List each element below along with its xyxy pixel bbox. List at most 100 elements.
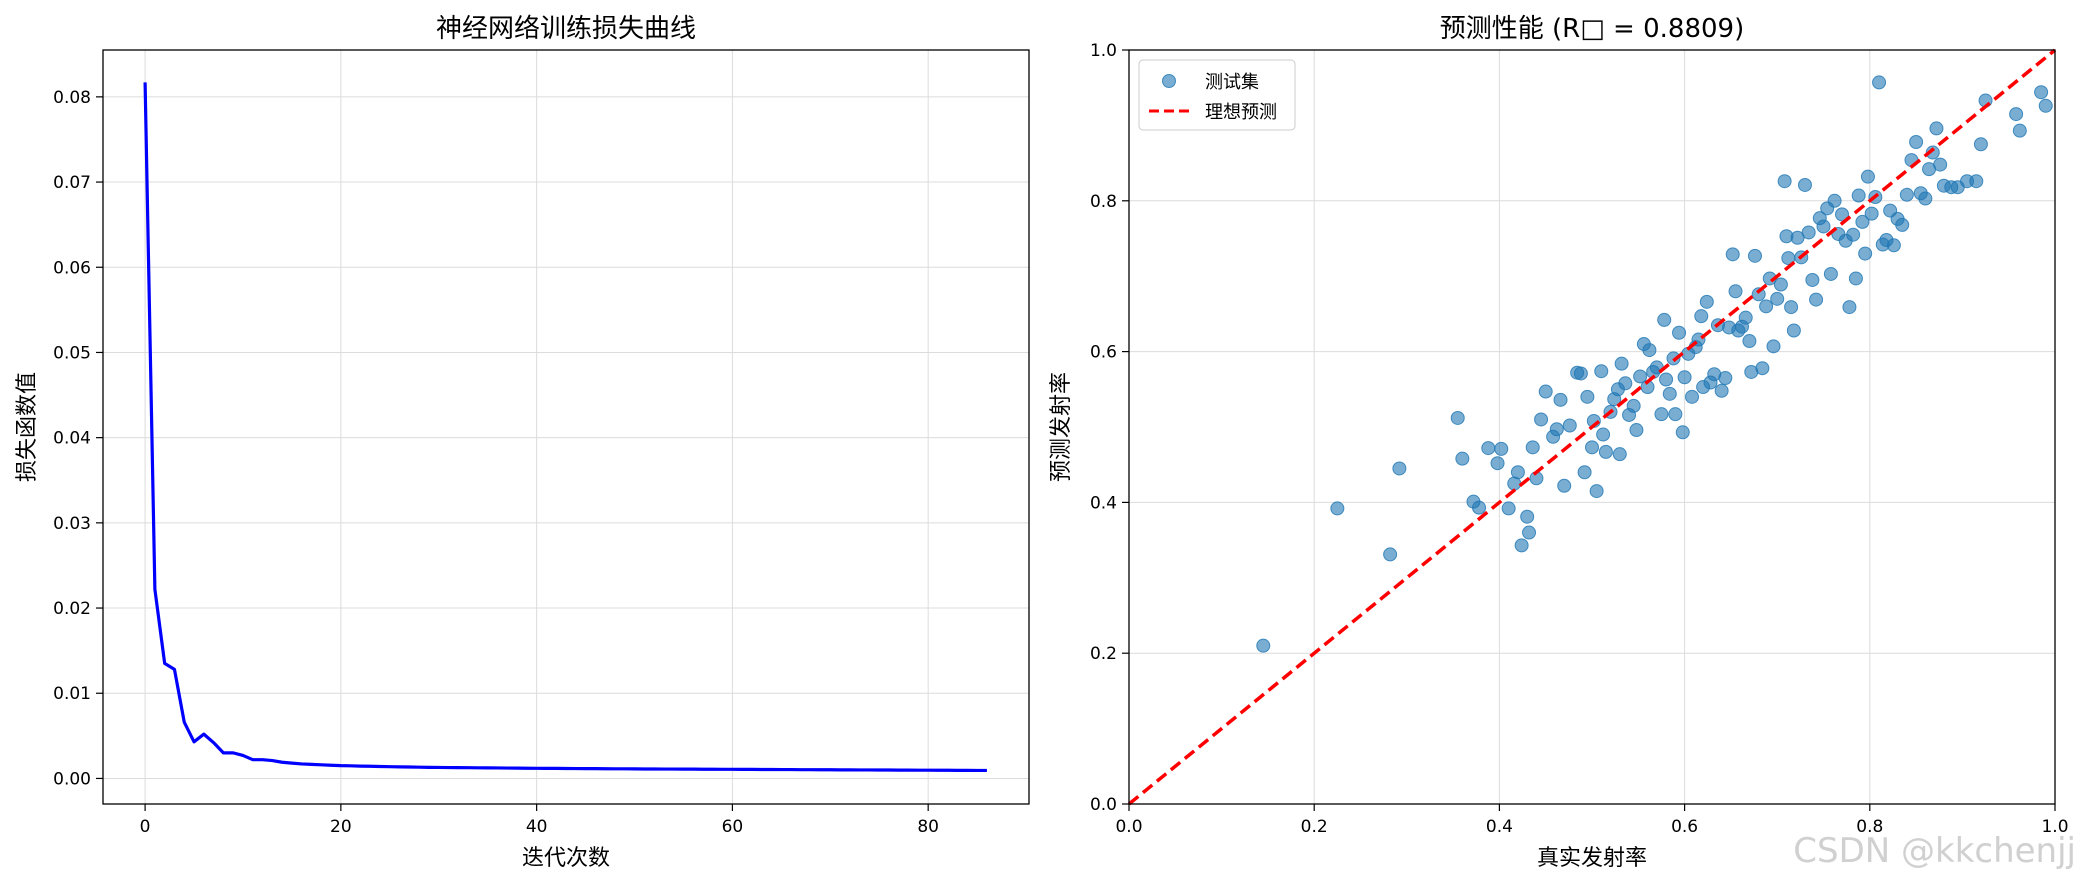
scatter-chart-title: 预测性能 (R□ = 0.8809): [1440, 14, 1744, 44]
scatter-point: [1520, 509, 1535, 524]
scatter-point: [1747, 248, 1762, 263]
scatter-point: [1766, 339, 1781, 354]
scatter-point: [1654, 407, 1669, 422]
scatter-point: [1598, 444, 1613, 459]
y-tick-label: 0.08: [53, 88, 91, 108]
scatter-chart-legend: 测试集 理想预测: [1138, 59, 1296, 131]
scatter-point: [1895, 217, 1910, 232]
scatter-point: [1626, 398, 1641, 413]
scatter-point: [1742, 334, 1757, 349]
scatter-point: [1685, 389, 1700, 404]
x-tick-label: 60: [722, 817, 744, 837]
legend-label-ideal: 理想预测: [1205, 102, 1277, 123]
scatter-point: [1668, 407, 1683, 422]
scatter-point: [1773, 277, 1788, 292]
scatter-point: [1659, 372, 1674, 387]
y-tick-label: 0.4: [1090, 493, 1117, 513]
scatter-point: [1909, 134, 1924, 149]
scatter-point: [1848, 271, 1863, 286]
loss-chart-ticks: 0 20 40 60 80 0.00 0.01 0.02 0.03 0.04 0.05 0.06 0.0…: [53, 88, 939, 837]
scatter-point: [1490, 456, 1505, 471]
scatter-point: [1472, 500, 1487, 515]
scatter-point: [1864, 206, 1879, 221]
scatter-point: [1677, 370, 1692, 385]
scatter-point: [1534, 412, 1549, 427]
scatter-point: [1618, 376, 1633, 391]
x-tick-label: 1.0: [2041, 817, 2068, 837]
scatter-point: [1510, 465, 1525, 480]
scatter-point: [1751, 287, 1766, 302]
scatter-point: [1925, 145, 1940, 160]
scatter-point: [1514, 538, 1529, 553]
prediction-scatter-chart: 0.0 0.2 0.4 0.6 0.8 1.0 0.0 0.2 0.4 0.6 0.8 1.0 预测性…: [1049, 14, 2069, 871]
scatter-chart-ylabel: 预测发射率: [1049, 372, 1074, 482]
scatter-point: [1860, 169, 1875, 184]
scatter-point: [2009, 107, 2024, 122]
scatter-point: [2038, 98, 2053, 113]
scatter-point: [1738, 310, 1753, 325]
y-tick-label: 0.8: [1090, 192, 1117, 212]
scatter-point: [1642, 343, 1657, 358]
scatter-point: [1573, 366, 1588, 381]
scatter-point: [1899, 187, 1914, 202]
scatter-point: [1392, 461, 1407, 476]
scatter-point: [1809, 292, 1824, 307]
scatter-point: [1929, 121, 1944, 136]
scatter-point: [1755, 361, 1770, 376]
x-tick-label: 0.8: [1856, 817, 1883, 837]
scatter-point: [1797, 177, 1812, 192]
scatter-point: [1801, 225, 1816, 240]
scatter-point: [1886, 238, 1901, 253]
scatter-point: [1823, 266, 1838, 281]
loss-curve-chart: 0 20 40 60 80 0.00 0.01 0.02 0.03 0.04 0.05 0.06 0.0…: [15, 14, 1030, 871]
y-tick-label: 0.2: [1090, 644, 1117, 664]
scatter-point: [1494, 441, 1509, 456]
scatter-point: [1918, 191, 1933, 206]
scatter-point: [1842, 300, 1857, 315]
scatter-point: [1585, 440, 1599, 455]
scatter-point: [1522, 525, 1537, 540]
x-tick-label: 40: [526, 817, 548, 837]
scatter-point: [1725, 247, 1740, 262]
scatter-point: [1577, 465, 1592, 480]
x-tick-label: 0: [140, 817, 151, 837]
scatter-point: [1383, 547, 1398, 562]
scatter-point: [1827, 193, 1842, 208]
x-tick-label: 0.0: [1115, 817, 1142, 837]
scatter-point: [1786, 323, 1801, 338]
scatter-point: [1846, 227, 1861, 242]
scatter-point: [1718, 370, 1733, 385]
legend-label-test-set: 测试集: [1205, 72, 1259, 93]
scatter-point: [1851, 188, 1866, 203]
scatter-point: [1455, 451, 1470, 466]
x-tick-label: 0.4: [1486, 817, 1513, 837]
x-tick-label: 0.6: [1671, 817, 1698, 837]
scatter-point: [1614, 356, 1629, 371]
scatter-point: [1501, 501, 1516, 516]
scatter-point: [1330, 501, 1345, 516]
y-tick-label: 0.04: [53, 429, 91, 449]
x-tick-label: 80: [917, 817, 939, 837]
x-tick-label: 20: [330, 817, 352, 837]
scatter-point: [1612, 447, 1627, 462]
x-tick-label: 0.2: [1301, 817, 1328, 837]
scatter-point: [2034, 85, 2049, 100]
scatter-point: [1784, 300, 1799, 315]
scatter-point: [2012, 123, 2027, 138]
scatter-point: [1633, 369, 1648, 384]
y-tick-label: 1.0: [1090, 41, 1117, 61]
scatter-point: [1694, 309, 1709, 324]
scatter-point: [1933, 157, 1948, 172]
loss-chart-grid: [103, 50, 1029, 804]
scatter-point: [1973, 137, 1988, 152]
scatter-point: [1553, 392, 1568, 407]
ideal-prediction-line: [1127, 48, 2057, 806]
scatter-point: [1714, 383, 1729, 398]
y-tick-label: 0.0: [1090, 795, 1117, 815]
y-tick-label: 0.6: [1090, 343, 1117, 363]
scatter-point: [1589, 484, 1604, 499]
loss-chart-xlabel: 迭代次数: [522, 846, 610, 871]
scatter-point: [1816, 219, 1831, 234]
legend-marker-test-set: [1162, 74, 1176, 88]
